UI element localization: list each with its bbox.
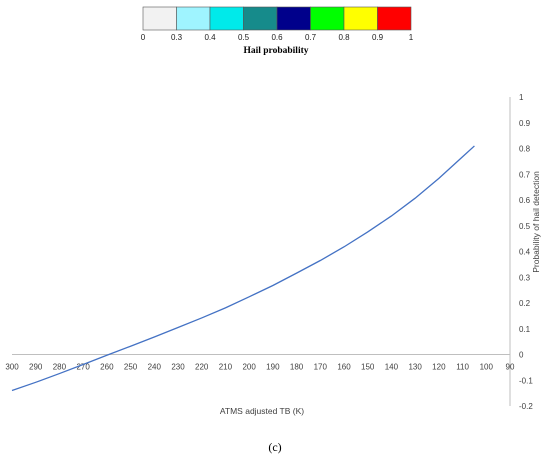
x-tick-label: 200: [242, 363, 256, 372]
colorbar-tick-label: 0.7: [305, 33, 317, 42]
x-tick-label: 260: [100, 363, 114, 372]
y-tick-label: 0.2: [519, 299, 531, 308]
y-tick-label: 0.9: [519, 119, 531, 128]
colorbar-tick-label: 0.5: [238, 33, 250, 42]
colorbar: 0 0.3 0.4 0.5 0.6 0.7 0.8 0.9 1: [141, 6, 414, 42]
colorbar-swatch: [310, 6, 345, 31]
x-tick-label: 140: [385, 363, 399, 372]
y-tick-label: 0.8: [519, 145, 531, 154]
x-tick-label: 90: [506, 363, 515, 372]
colorbar-swatch: [142, 6, 177, 31]
x-axis-title: ATMS adjusted TB (K): [220, 406, 304, 416]
y-tick-labels: -0.2 -0.1 0 0.1 0.2 0.3 0.4 0.5 0.6 0.7 0.8 0.9 1: [519, 93, 533, 411]
plot-area: 300 290 280 270 260 250 240 230 220 210 200 190 180 1…: [5, 93, 533, 411]
x-tick-label: 170: [314, 363, 328, 372]
colorbar-swatch: [343, 6, 378, 31]
colorbar-swatch: [276, 6, 311, 31]
colorbar-tick-label: 0.4: [204, 33, 216, 42]
y-tick-label: 0.5: [519, 222, 531, 231]
x-tick-label: 280: [53, 363, 67, 372]
y-tick-label: 0.7: [519, 170, 531, 179]
x-tick-label: 230: [171, 363, 185, 372]
colorbar-swatch: [209, 6, 244, 31]
x-tick-label: 120: [432, 363, 446, 372]
y-tick-label: 0.3: [519, 273, 531, 282]
x-tick-labels: 300 290 280 270 260 250 240 230 220 210 200 190 180 1…: [5, 363, 515, 372]
colorbar-tick-label: 0.9: [372, 33, 384, 42]
colorbar-swatch: [176, 6, 211, 31]
x-tick-label: 290: [29, 363, 43, 372]
colorbar-swatch: [243, 6, 278, 31]
x-tick-label: 110: [456, 363, 469, 372]
series-line: [11, 145, 475, 392]
x-tick-label: 190: [266, 363, 280, 372]
colorbar-tick-label: 0: [141, 33, 146, 42]
x-tick-label: 220: [195, 363, 209, 372]
x-tick-label: 240: [148, 363, 162, 372]
y-axis-title: Probability of hail detection: [531, 171, 541, 273]
x-tick-label: 100: [480, 363, 494, 372]
y-tick-label: 0: [519, 351, 524, 360]
y-tick-label: -0.2: [519, 402, 533, 411]
colorbar-tick-label: 0.8: [338, 33, 350, 42]
colorbar-swatch: [377, 6, 412, 31]
y-tick-label: 0.6: [519, 196, 531, 205]
y-tick-label: 0.1: [519, 325, 531, 334]
y-tick-label: 0.4: [519, 248, 531, 257]
x-tick-label: 270: [76, 363, 90, 372]
colorbar-tick-label: 0.6: [271, 33, 283, 42]
x-tick-label: 180: [290, 363, 304, 372]
x-tick-label: 210: [219, 363, 233, 372]
y-tick-label: 1: [519, 93, 524, 102]
colorbar-tick-label: 1: [409, 33, 414, 42]
x-tick-label: 250: [124, 363, 138, 372]
panel-label: (c): [268, 440, 281, 454]
x-tick-label: 130: [408, 363, 422, 372]
x-tick-label: 160: [337, 363, 351, 372]
y-tick-label: -0.1: [519, 376, 533, 385]
x-tick-label: 150: [361, 363, 375, 372]
colorbar-title: Hail probability: [243, 46, 308, 56]
colorbar-tick-label: 0.3: [171, 33, 183, 42]
x-tick-label: 300: [5, 363, 19, 372]
